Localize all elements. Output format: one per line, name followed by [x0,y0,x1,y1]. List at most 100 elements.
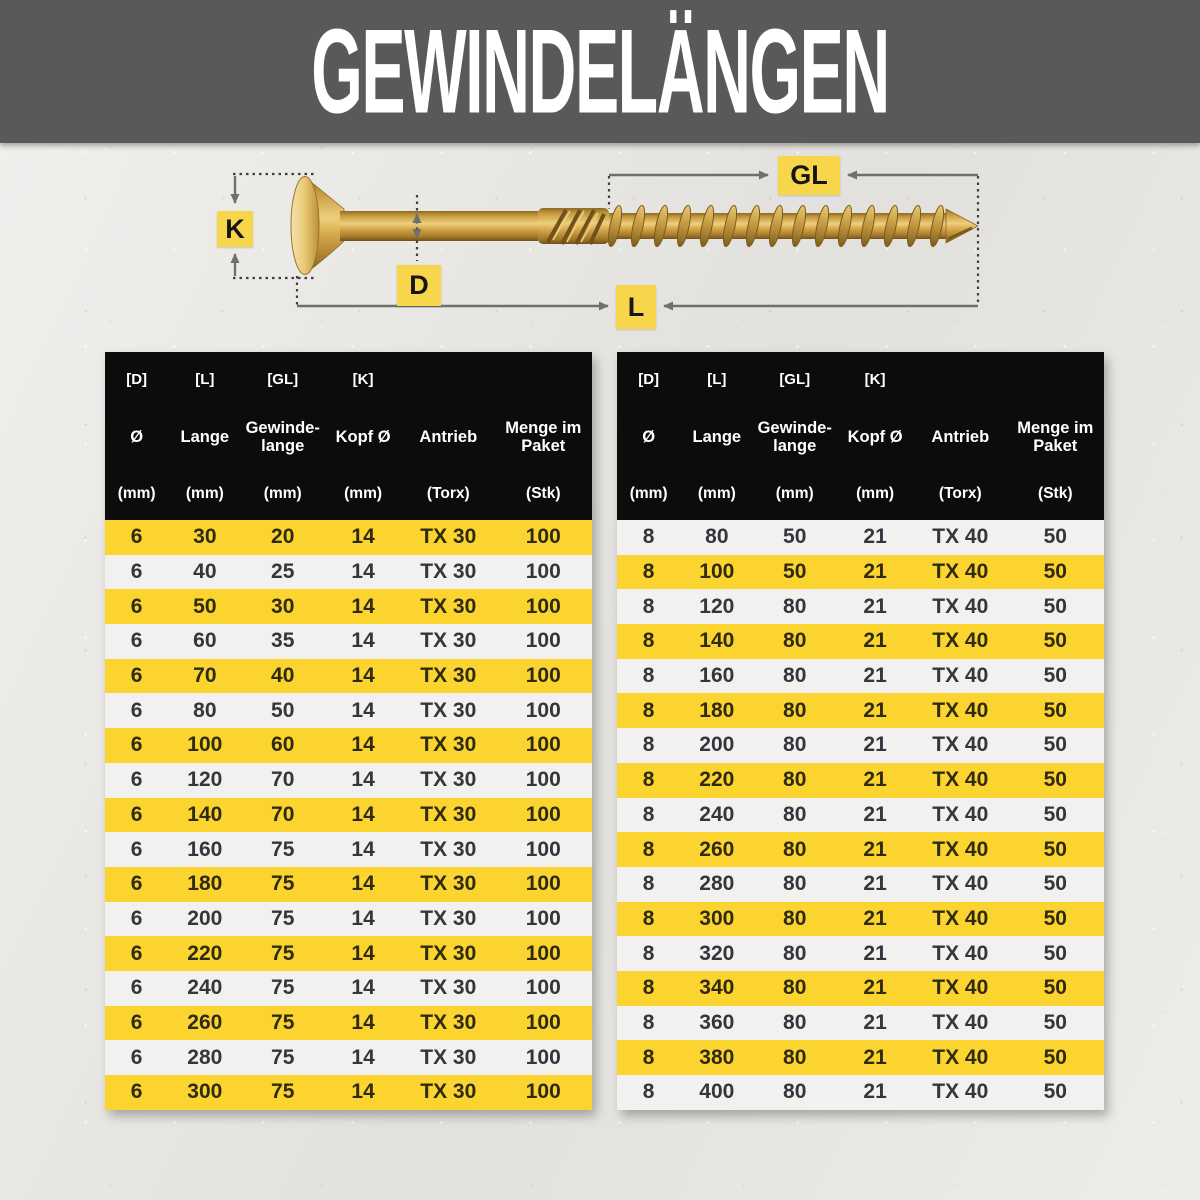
table-cell: 14 [351,594,375,618]
table-cell: TX 40 [932,1010,989,1034]
table-cell: TX 40 [932,872,989,896]
table-row: 8 180 80 21 TX 40 50 [617,693,1104,729]
table-cell: 200 [699,733,735,757]
table-row: 6 160 75 14 TX 30 100 [105,832,592,867]
table-cell: 100 [525,941,561,965]
dim-label-gl: GL [778,156,840,195]
header-cell: (mm) [629,485,668,502]
table-cell: 70 [193,664,217,688]
table-cell: TX 30 [420,768,477,792]
header-cell: (Torx) [426,485,470,502]
table-cell: TX 40 [932,768,989,792]
table-cell: 180 [699,698,735,722]
table-cell: 80 [783,1080,807,1104]
table-cell: 8 [642,906,655,930]
table-cell: 50 [1043,594,1067,618]
table-cell: 240 [699,802,735,826]
table-row: 6 140 70 14 TX 30 100 [105,797,592,833]
table-cell: 6 [130,872,143,896]
table-cell: 50 [1043,802,1067,826]
table-cell: 80 [705,525,729,549]
table-cell: TX 40 [932,976,989,1000]
table-cell: 8 [642,872,655,896]
header-cell: (Torx) [938,485,982,502]
header-cell [402,352,495,406]
table-row: 8 100 50 21 TX 40 50 [617,554,1104,590]
header-cell: (mm) [117,485,156,502]
table-row: 6 180 75 14 TX 30 100 [105,866,592,902]
table-cell: 40 [193,560,217,584]
table-cell: 100 [525,629,561,653]
table-cell: TX 30 [420,802,477,826]
table-cell: TX 30 [420,941,477,965]
table-cell: 280 [187,1045,223,1069]
table-cell: TX 40 [932,629,989,653]
header-cell [495,352,592,406]
spec-table-d6-header: [D] [L] [GL] [K] Ø Lange Gewinde- lange Kopf Ø A… [105,352,592,520]
table-cell: 80 [783,1010,807,1034]
table-cell: 50 [1043,906,1067,930]
table-cell: 14 [351,1080,375,1104]
table-cell: 8 [642,525,655,549]
table-cell: TX 40 [932,802,989,826]
spec-table-d8: [D] [L] [GL] [K] Ø Lange Gewinde- lange Kopf Ø A… [617,352,1104,1110]
table-cell: 8 [642,941,655,965]
table-cell: 8 [642,1010,655,1034]
table-cell: 14 [351,906,375,930]
table-cell: 100 [525,594,561,618]
table-row: 8 280 80 21 TX 40 50 [617,866,1104,902]
table-cell: 75 [271,906,295,930]
table-cell: TX 30 [420,837,477,861]
table-cell: 120 [187,768,223,792]
table-cell: 100 [525,768,561,792]
table-cell: TX 30 [420,976,477,1000]
table-cell: 260 [699,837,735,861]
table-cell: TX 40 [932,837,989,861]
table-row: 6 240 75 14 TX 30 100 [105,970,592,1006]
table-row: 8 320 80 21 TX 40 50 [617,936,1104,971]
header-cell: Gewinde- lange [245,418,320,455]
header-cell: Menge im Paket [505,418,582,455]
table-cell: 50 [193,594,217,618]
table-cell: 8 [642,594,655,618]
table-cell: 14 [351,802,375,826]
header-cell: (mm) [263,485,302,502]
table-row: 8 260 80 21 TX 40 50 [617,832,1104,867]
table-row: 8 200 80 21 TX 40 50 [617,728,1104,763]
table-cell: 100 [525,1010,561,1034]
table-cell: 14 [351,664,375,688]
table-cell: 300 [187,1080,223,1104]
table-cell: 8 [642,698,655,722]
header-cell: Kopf Ø [847,427,903,446]
table-row: 6 100 60 14 TX 30 100 [105,728,592,763]
table-cell: TX 30 [420,872,477,896]
table-cell: TX 30 [420,629,477,653]
table-row: 8 120 80 21 TX 40 50 [617,589,1104,625]
table-cell: 14 [351,1045,375,1069]
table-cell: 100 [525,1080,561,1104]
table-cell: 21 [863,629,887,653]
header-cell: (mm) [697,485,736,502]
table-row: 8 240 80 21 TX 40 50 [617,797,1104,833]
screw-image [230,170,980,311]
table-cell: 50 [1043,941,1067,965]
header-cell: Antrieb [931,427,990,446]
table-cell: TX 30 [420,1080,477,1104]
table-cell: 70 [271,802,295,826]
table-cell: 50 [1043,525,1067,549]
table-row: 6 40 25 14 TX 30 100 [105,554,592,590]
table-cell: 80 [783,976,807,1000]
table-cell: TX 30 [420,664,477,688]
table-row: 6 260 75 14 TX 30 100 [105,1005,592,1041]
table-cell: TX 40 [932,906,989,930]
table-row: 8 380 80 21 TX 40 50 [617,1040,1104,1075]
table-cell: 20 [271,525,295,549]
table-cell: 380 [699,1045,735,1069]
table-cell: 300 [699,906,735,930]
table-cell: 6 [130,976,143,1000]
table-cell: 80 [783,837,807,861]
table-cell: 70 [271,768,295,792]
table-cell: 21 [863,664,887,688]
table-row: 6 80 50 14 TX 30 100 [105,693,592,729]
table-cell: 35 [271,629,295,653]
